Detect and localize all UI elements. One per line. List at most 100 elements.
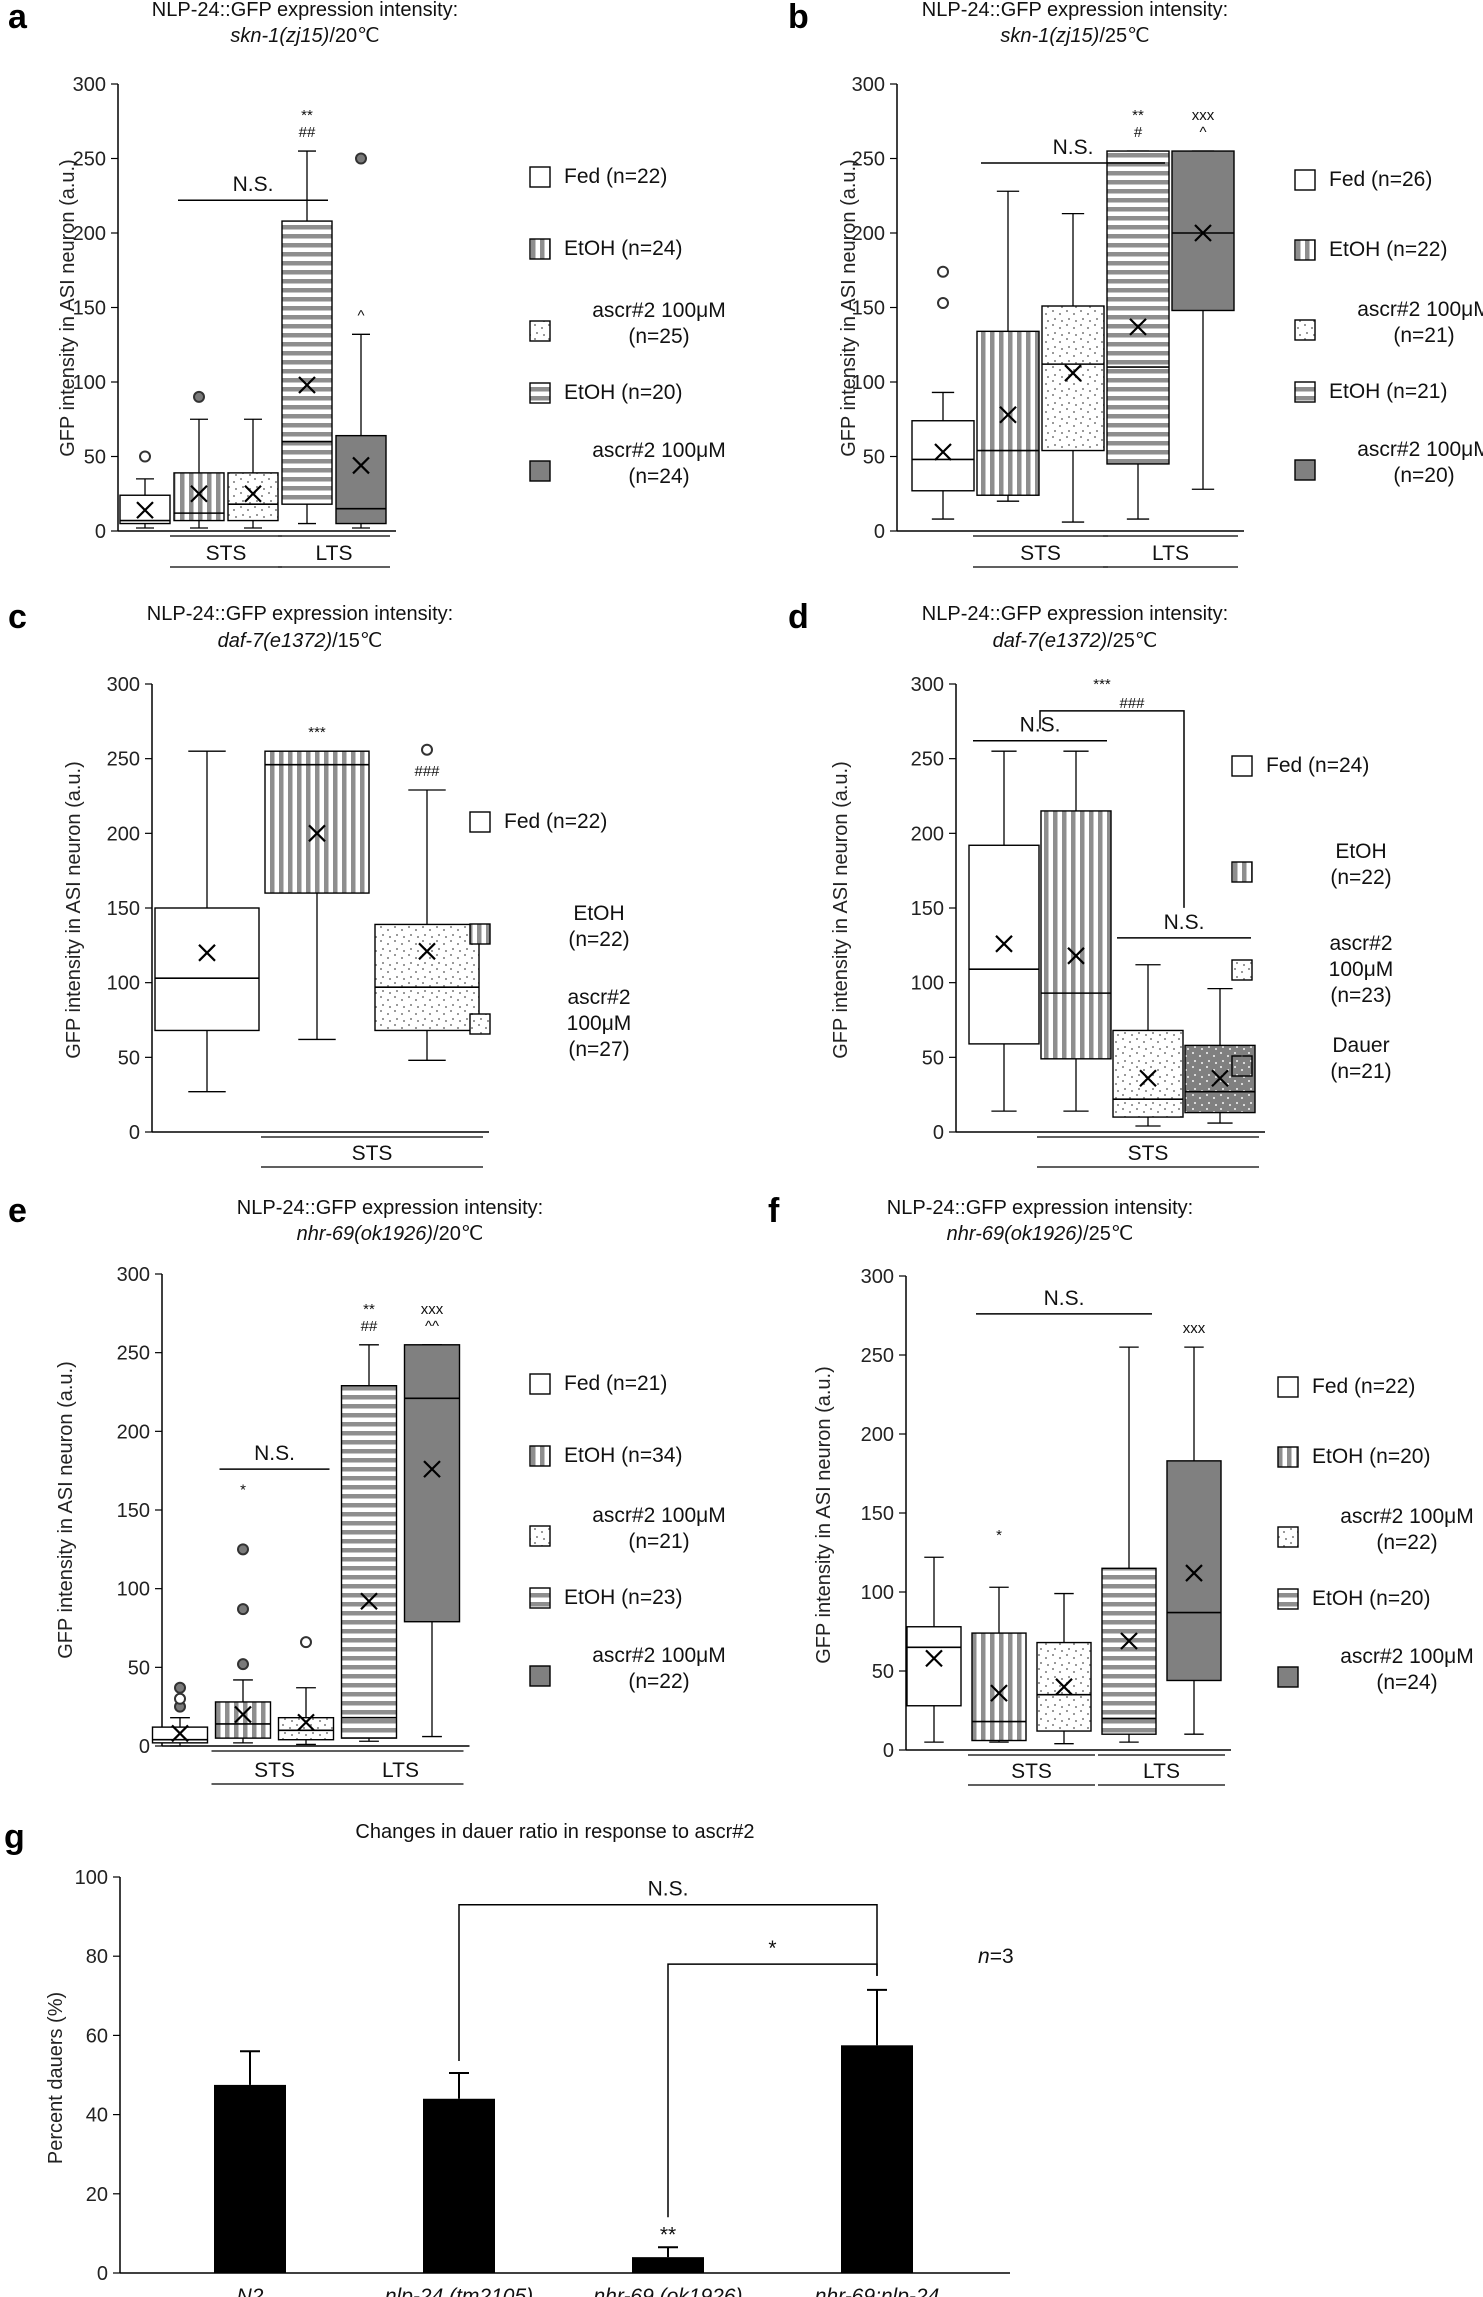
legend-label: ascr#2 100μM xyxy=(592,439,726,462)
outlier-point xyxy=(139,450,151,463)
y-tick-label: 0 xyxy=(874,521,885,543)
significance-mark: ** xyxy=(1132,107,1144,124)
box xyxy=(1041,305,1105,452)
ns-label: N.S. xyxy=(233,173,274,196)
y-tick-label: 250 xyxy=(73,149,106,171)
mean-marker xyxy=(1055,1678,1073,1696)
mean-marker xyxy=(360,1592,378,1611)
legend-label: ascr#2 100μM xyxy=(592,1644,726,1667)
mean-marker xyxy=(423,1460,441,1478)
y-tick-label: 60 xyxy=(86,2025,108,2047)
box xyxy=(374,923,480,1032)
y-tick-label: 100 xyxy=(107,973,140,995)
legend-label: Fed (n=22) xyxy=(504,810,607,833)
y-axis-label: GFP intensity in ASI neuron (a.u.) xyxy=(830,761,852,1059)
mean-marker xyxy=(298,376,316,394)
legend-label: Fed (n=21) xyxy=(564,1372,667,1395)
significance-mark: ## xyxy=(299,124,316,141)
panel-letter: b xyxy=(788,0,809,36)
mean-marker xyxy=(136,501,154,519)
legend-label: EtOH (n=23) xyxy=(564,1586,682,1609)
group-label: LTS xyxy=(316,542,353,565)
y-tick-label: 80 xyxy=(86,1946,108,1968)
panel-title: NLP-24::GFP expression intensity: xyxy=(922,603,1228,625)
group-label: STS xyxy=(1011,1760,1052,1783)
legend-label: (n=21) xyxy=(1330,1060,1391,1083)
y-tick-label: 100 xyxy=(117,1579,150,1601)
legend-swatch xyxy=(529,1665,551,1687)
y-axis-label: GFP intensity in ASI neuron (a.u.) xyxy=(813,1366,835,1664)
legend-label: EtOH (n=20) xyxy=(1312,1587,1430,1610)
box xyxy=(214,1701,272,1739)
x-category-label: nlp-24 (tm2105) xyxy=(385,2285,533,2297)
y-tick-label: 0 xyxy=(883,1740,894,1762)
mean-marker xyxy=(234,1705,252,1724)
legend-label: EtOH (n=24) xyxy=(564,237,682,260)
significance-mark: ### xyxy=(414,763,440,780)
box xyxy=(340,1385,398,1739)
significance-mark: xxx xyxy=(421,1301,444,1318)
mean-marker xyxy=(190,484,208,503)
legend-swatch xyxy=(529,1587,551,1609)
significance-mark: ^ xyxy=(357,307,364,324)
legend-label: EtOH (n=22) xyxy=(1329,238,1447,261)
legend-swatch xyxy=(1294,239,1316,261)
legend-label: (n=20) xyxy=(1393,464,1454,487)
y-tick-label: 50 xyxy=(118,1047,140,1069)
y-tick-label: 150 xyxy=(911,898,944,920)
significance-mark: ^ xyxy=(1199,124,1206,141)
y-tick-label: 150 xyxy=(107,898,140,920)
y-tick-label: 20 xyxy=(86,2184,108,2206)
box xyxy=(281,220,333,505)
y-tick-label: 40 xyxy=(86,2105,108,2127)
y-tick-label: 0 xyxy=(139,1736,150,1758)
panel-title: NLP-24::GFP expression intensity: xyxy=(147,603,453,625)
strain-name: skn-1(zj15) xyxy=(230,25,329,47)
panel-title: NLP-24::GFP expression intensity: xyxy=(237,1197,543,1219)
legend-label: (n=23) xyxy=(1330,984,1391,1007)
legend-label: (n=27) xyxy=(568,1038,629,1061)
panel-letter: a xyxy=(8,0,28,36)
panel-title: NLP-24::GFP expression intensity: xyxy=(922,0,1228,21)
outlier-point xyxy=(237,1543,249,1556)
significance-mark: ## xyxy=(361,1318,378,1335)
x-category-label: nhr-69;nlp-24 xyxy=(815,2285,940,2297)
legend-label: ascr#2 xyxy=(567,986,630,1009)
mean-marker xyxy=(934,443,952,461)
legend-label: Fed (n=24) xyxy=(1266,754,1369,777)
y-tick-label: 150 xyxy=(117,1500,150,1522)
panel-letter: d xyxy=(788,598,809,636)
panel-subtitle: nhr-69(ok1926)/20℃ xyxy=(297,1223,484,1245)
outlier-point xyxy=(193,390,205,403)
box xyxy=(1101,1567,1157,1735)
y-tick-label: 200 xyxy=(73,223,106,245)
legend-swatch xyxy=(469,1013,491,1035)
y-tick-label: 200 xyxy=(117,1421,150,1443)
legend-swatch xyxy=(529,238,551,260)
bar xyxy=(632,2257,704,2273)
significance-mark: ** xyxy=(363,1301,375,1318)
bracket-label: * xyxy=(768,1937,776,1960)
legend-label: (n=24) xyxy=(1376,1671,1437,1694)
legend-swatch xyxy=(469,923,491,945)
y-axis-label: GFP intensity in ASI neuron (a.u.) xyxy=(55,1361,77,1659)
legend-label: ascr#2 100μM xyxy=(1357,438,1483,461)
box xyxy=(403,1344,461,1623)
panel-e: e NLP-24::GFP expression intensity:nhr-69… xyxy=(8,1192,726,1785)
group-label: LTS xyxy=(1143,1760,1180,1783)
panel-d: d NLP-24::GFP expression intensity:daf-7(… xyxy=(788,598,1393,1168)
legend-swatch xyxy=(1277,1446,1299,1468)
mean-marker xyxy=(995,935,1013,953)
legend-label: Dauer xyxy=(1332,1034,1389,1057)
panel-subtitle: nhr-69(ok1926)/25℃ xyxy=(947,1223,1134,1245)
legend-label: ascr#2 xyxy=(1329,932,1392,955)
box xyxy=(277,1716,335,1741)
significance-mark: ^^ xyxy=(425,1318,439,1335)
y-tick-label: 200 xyxy=(861,1424,894,1446)
outlier-point xyxy=(300,1636,312,1649)
y-tick-label: 50 xyxy=(128,1657,150,1679)
y-tick-label: 250 xyxy=(852,149,885,171)
box xyxy=(1171,150,1235,312)
temperature: /25℃ xyxy=(1083,1223,1133,1245)
mean-marker xyxy=(198,944,216,962)
